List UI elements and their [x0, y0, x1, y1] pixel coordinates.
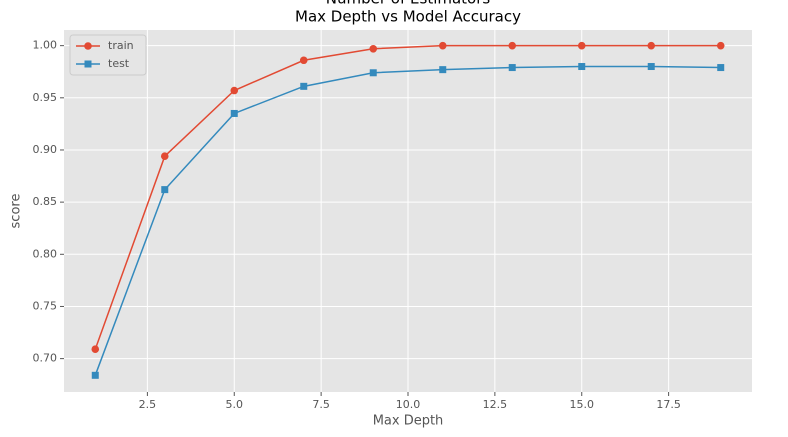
y-tick-label: 0.80	[33, 247, 58, 260]
marker	[230, 109, 238, 117]
marker	[439, 66, 447, 74]
y-axis-label: score	[9, 194, 24, 229]
marker	[300, 82, 308, 90]
marker	[91, 345, 100, 354]
legend-label: test	[108, 57, 130, 70]
line	[94, 44, 721, 350]
legend-marker	[84, 60, 92, 68]
x-tick-label: 7.5	[312, 398, 330, 411]
marker	[160, 152, 169, 161]
x-tick-label: 17.5	[656, 398, 681, 411]
marker	[91, 371, 99, 379]
y-tick-label: 0.75	[33, 299, 58, 312]
marker	[577, 41, 586, 50]
marker	[716, 41, 725, 50]
x-tick-label: 2.5	[139, 398, 157, 411]
line	[94, 65, 721, 376]
x-tick-label: 12.5	[483, 398, 508, 411]
marker	[369, 69, 377, 77]
chart-title: Max Depth vs Model Accuracy	[295, 8, 521, 26]
marker	[717, 64, 725, 72]
x-tick-label: 10.0	[396, 398, 421, 411]
marker	[647, 63, 655, 71]
x-axis-label: Max Depth	[373, 414, 444, 429]
marker	[508, 64, 516, 72]
marker	[578, 63, 586, 71]
overlay-text: Number of Estimators	[326, 0, 491, 8]
marker	[299, 56, 308, 65]
y-tick-label: 0.95	[33, 91, 58, 104]
marker	[508, 41, 517, 50]
x-tick-label: 15.0	[569, 398, 594, 411]
y-tick-label: 1.00	[33, 39, 58, 52]
legend-marker	[84, 42, 92, 50]
legend-label: train	[108, 39, 134, 52]
marker	[369, 44, 378, 53]
marker	[161, 186, 169, 194]
y-tick-label: 0.85	[33, 195, 58, 208]
marker	[647, 41, 656, 50]
y-tick-label: 0.70	[33, 352, 58, 365]
y-tick-label: 0.90	[33, 143, 58, 156]
marker	[438, 41, 447, 50]
marker	[230, 86, 239, 95]
x-tick-label: 5.0	[226, 398, 244, 411]
